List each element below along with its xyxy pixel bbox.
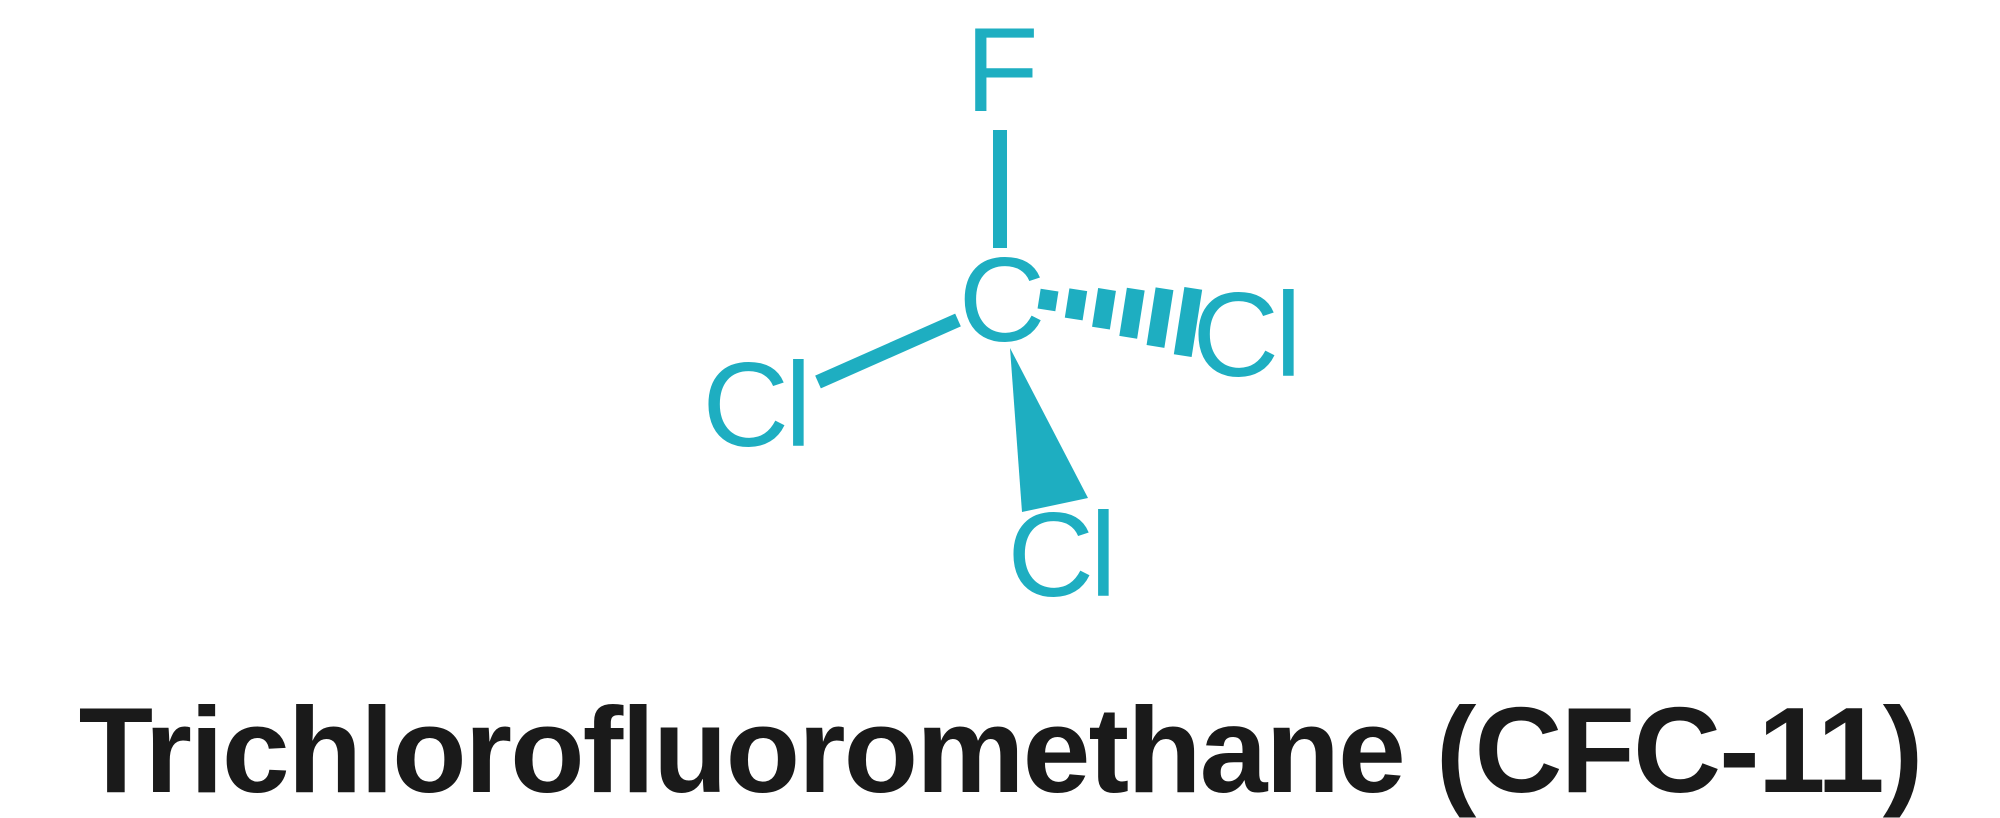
bond-line — [818, 320, 958, 382]
atom-carbon: C — [959, 231, 1042, 369]
atom-chlorine-2: Cl — [1192, 266, 1297, 404]
diagram-stage: C F Cl Cl Cl Trichlorofluoromethane (CFC… — [0, 0, 2000, 818]
bond-hash-dash — [1155, 289, 1164, 347]
atom-chlorine-1: Cl — [702, 336, 807, 474]
molecule-caption: Trichlorofluoromethane (CFC-11) — [79, 680, 1922, 818]
atom-fluorine: F — [965, 1, 1034, 139]
bond-hash-dash — [1074, 290, 1079, 319]
bond-hash-dash — [1101, 289, 1107, 328]
atom-chlorine-3: Cl — [1007, 486, 1112, 624]
bond-hash-dash — [1046, 290, 1049, 310]
bond-hash-dash — [1128, 289, 1136, 337]
